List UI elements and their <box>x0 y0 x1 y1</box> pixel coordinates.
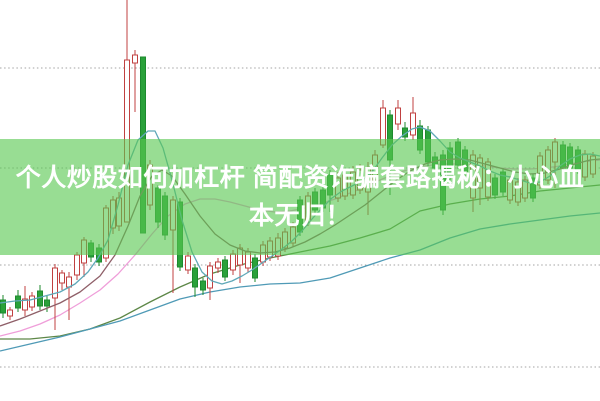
candle-body-up-red <box>52 267 58 299</box>
candle-body-down-green <box>222 259 228 278</box>
headline-line-2: 本无归！ <box>248 202 351 230</box>
candle-body-down-green <box>15 295 21 309</box>
candle-body-up-red <box>215 261 221 269</box>
candle-body-up-red <box>22 298 28 311</box>
candle-body-down-green <box>192 267 198 288</box>
candle-body-down-green <box>44 299 50 307</box>
candle-body-up-red <box>230 253 236 271</box>
candle-body-up-red <box>7 309 13 317</box>
headline-banner: 个人炒股如何加杠杆 简配资诈骗套路揭秘：小心血 本无归！ <box>0 139 600 255</box>
candle-body-up-red <box>395 107 401 125</box>
candle-body-down-green <box>200 280 206 291</box>
candle-body-up-red <box>59 272 65 284</box>
candle-body-up-red <box>410 112 416 136</box>
candle-body-up-red <box>66 276 72 288</box>
candle-body-down-green <box>0 299 6 314</box>
candle-body-up-red <box>132 54 138 64</box>
candle-body-up-red <box>29 295 35 308</box>
headline-line-1: 个人炒股如何加杠杆 简配资诈骗套路揭秘：小心血 <box>15 164 585 192</box>
candle-body-down-green <box>37 290 43 307</box>
candle-body-up-red <box>74 254 80 276</box>
candle-body-up-red <box>185 255 191 271</box>
